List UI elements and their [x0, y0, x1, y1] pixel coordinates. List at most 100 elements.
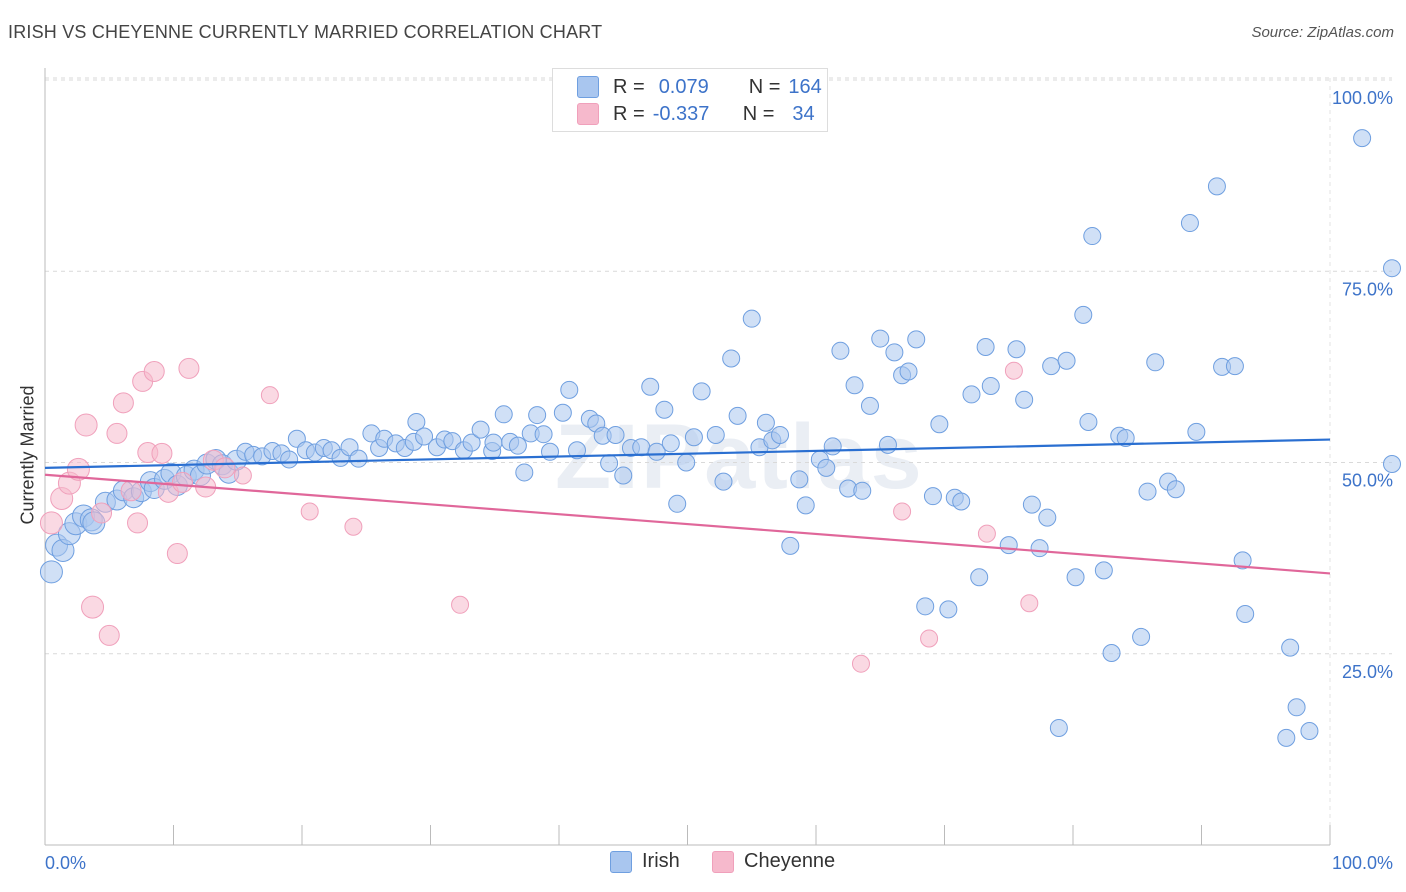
legend-row-cheyenne: R = -0.337 N = 34 [577, 101, 815, 127]
irish-point [1132, 627, 1151, 646]
y-tick-label: 50.0% [1342, 471, 1393, 491]
correlation-legend: R = 0.079 N = 164 R = -0.337 N = 34 [552, 68, 828, 132]
irish-point [684, 428, 703, 447]
legend-swatch-cheyenne [577, 103, 599, 125]
irish-point [647, 442, 666, 461]
cheyenne-point [171, 471, 193, 493]
irish-point [632, 438, 651, 457]
cheyenne-point [233, 466, 252, 485]
cheyenne-point [214, 457, 236, 479]
bottom-legend-label-irish: Irish [642, 850, 680, 872]
cheyenne-point [344, 517, 363, 536]
irish-point [1287, 698, 1306, 717]
irish-point [831, 341, 850, 360]
irish-point [853, 481, 872, 500]
irish-point [407, 412, 426, 431]
cheyenne-point [81, 595, 105, 619]
legend-swatch-irish [577, 76, 599, 98]
irish-point [567, 441, 586, 460]
irish-point [1277, 728, 1296, 747]
irish-point [999, 536, 1018, 555]
chart-title: IRISH VS CHEYENNE CURRENTLY MARRIED CORR… [8, 22, 603, 42]
x-tick-label: 0.0% [45, 853, 86, 873]
irish-point [677, 453, 696, 472]
irish-point [923, 487, 942, 506]
legend-n-value: 164 [788, 75, 822, 98]
irish-point [1233, 551, 1252, 570]
irish-point [1236, 604, 1255, 623]
irish-point [878, 435, 897, 454]
legend-r-label: R = [613, 75, 645, 98]
irish-point [1207, 177, 1226, 196]
cheyenne-point [178, 357, 200, 379]
irish-point [962, 385, 981, 404]
legend-r-value: -0.337 [652, 102, 710, 125]
irish-point [845, 376, 864, 395]
irish-point [1022, 495, 1041, 514]
irish-point [349, 449, 368, 468]
irish-point [1383, 455, 1401, 474]
cheyenne-point [451, 595, 470, 614]
irish-point [1030, 539, 1049, 558]
irish-point [1074, 305, 1093, 324]
irish-point [1281, 638, 1300, 657]
cheyenne-point [851, 654, 870, 673]
irish-point [534, 425, 553, 444]
bottom-legend-cheyenne: Cheyenne [712, 850, 835, 873]
irish-point [976, 337, 995, 356]
cheyenne-point [98, 624, 120, 646]
legend-r-label: R = [613, 102, 645, 125]
irish-point [1057, 351, 1076, 370]
bottom-legend-swatch-cheyenne [712, 850, 734, 873]
irish-point [39, 560, 63, 584]
cheyenne-point [127, 512, 149, 534]
cheyenne-point [91, 502, 113, 524]
irish-point [484, 433, 503, 452]
irish-point [668, 494, 687, 513]
irish-point [655, 400, 674, 419]
irish-point [916, 597, 935, 616]
cheyenne-point [166, 543, 188, 565]
irish-point [1042, 357, 1061, 376]
irish-point [614, 466, 633, 485]
irish-point [742, 309, 761, 328]
cheyenne-point [151, 442, 173, 464]
irish-point [1066, 568, 1085, 587]
irish-point [1083, 227, 1102, 246]
cheyenne-point [112, 392, 134, 414]
irish-point [981, 377, 1000, 395]
irish-point [952, 492, 971, 511]
irish-point [462, 433, 481, 452]
irish-point [907, 330, 926, 349]
irish-point [1007, 340, 1026, 359]
irish-point [817, 458, 836, 477]
irish-point [781, 536, 800, 555]
irish-point [606, 425, 625, 444]
irish-point [600, 454, 619, 473]
irish-point [756, 413, 775, 432]
irish-point [1166, 480, 1185, 499]
cheyenne-point [143, 360, 165, 382]
irish-point [885, 343, 904, 362]
irish-point [790, 470, 809, 489]
irish-point [661, 434, 680, 453]
cheyenne-point [66, 457, 90, 481]
irish-point [728, 406, 747, 425]
y-tick-label: 25.0% [1342, 662, 1393, 682]
bottom-legend-swatch-irish [610, 850, 632, 873]
cheyenne-point [106, 422, 128, 444]
irish-point [553, 403, 572, 422]
irish-point [1300, 722, 1319, 741]
cheyenne-point [260, 386, 279, 405]
cheyenne-point [300, 502, 319, 521]
irish-point [1102, 643, 1121, 662]
cheyenne-point [893, 502, 912, 521]
irish-point [1180, 214, 1199, 233]
irish-point [706, 425, 725, 444]
irish-point [471, 420, 490, 439]
irish-point [1015, 390, 1034, 409]
irish-point [515, 463, 534, 482]
irish-point [796, 496, 815, 515]
legend-n-label: N = [742, 102, 775, 125]
